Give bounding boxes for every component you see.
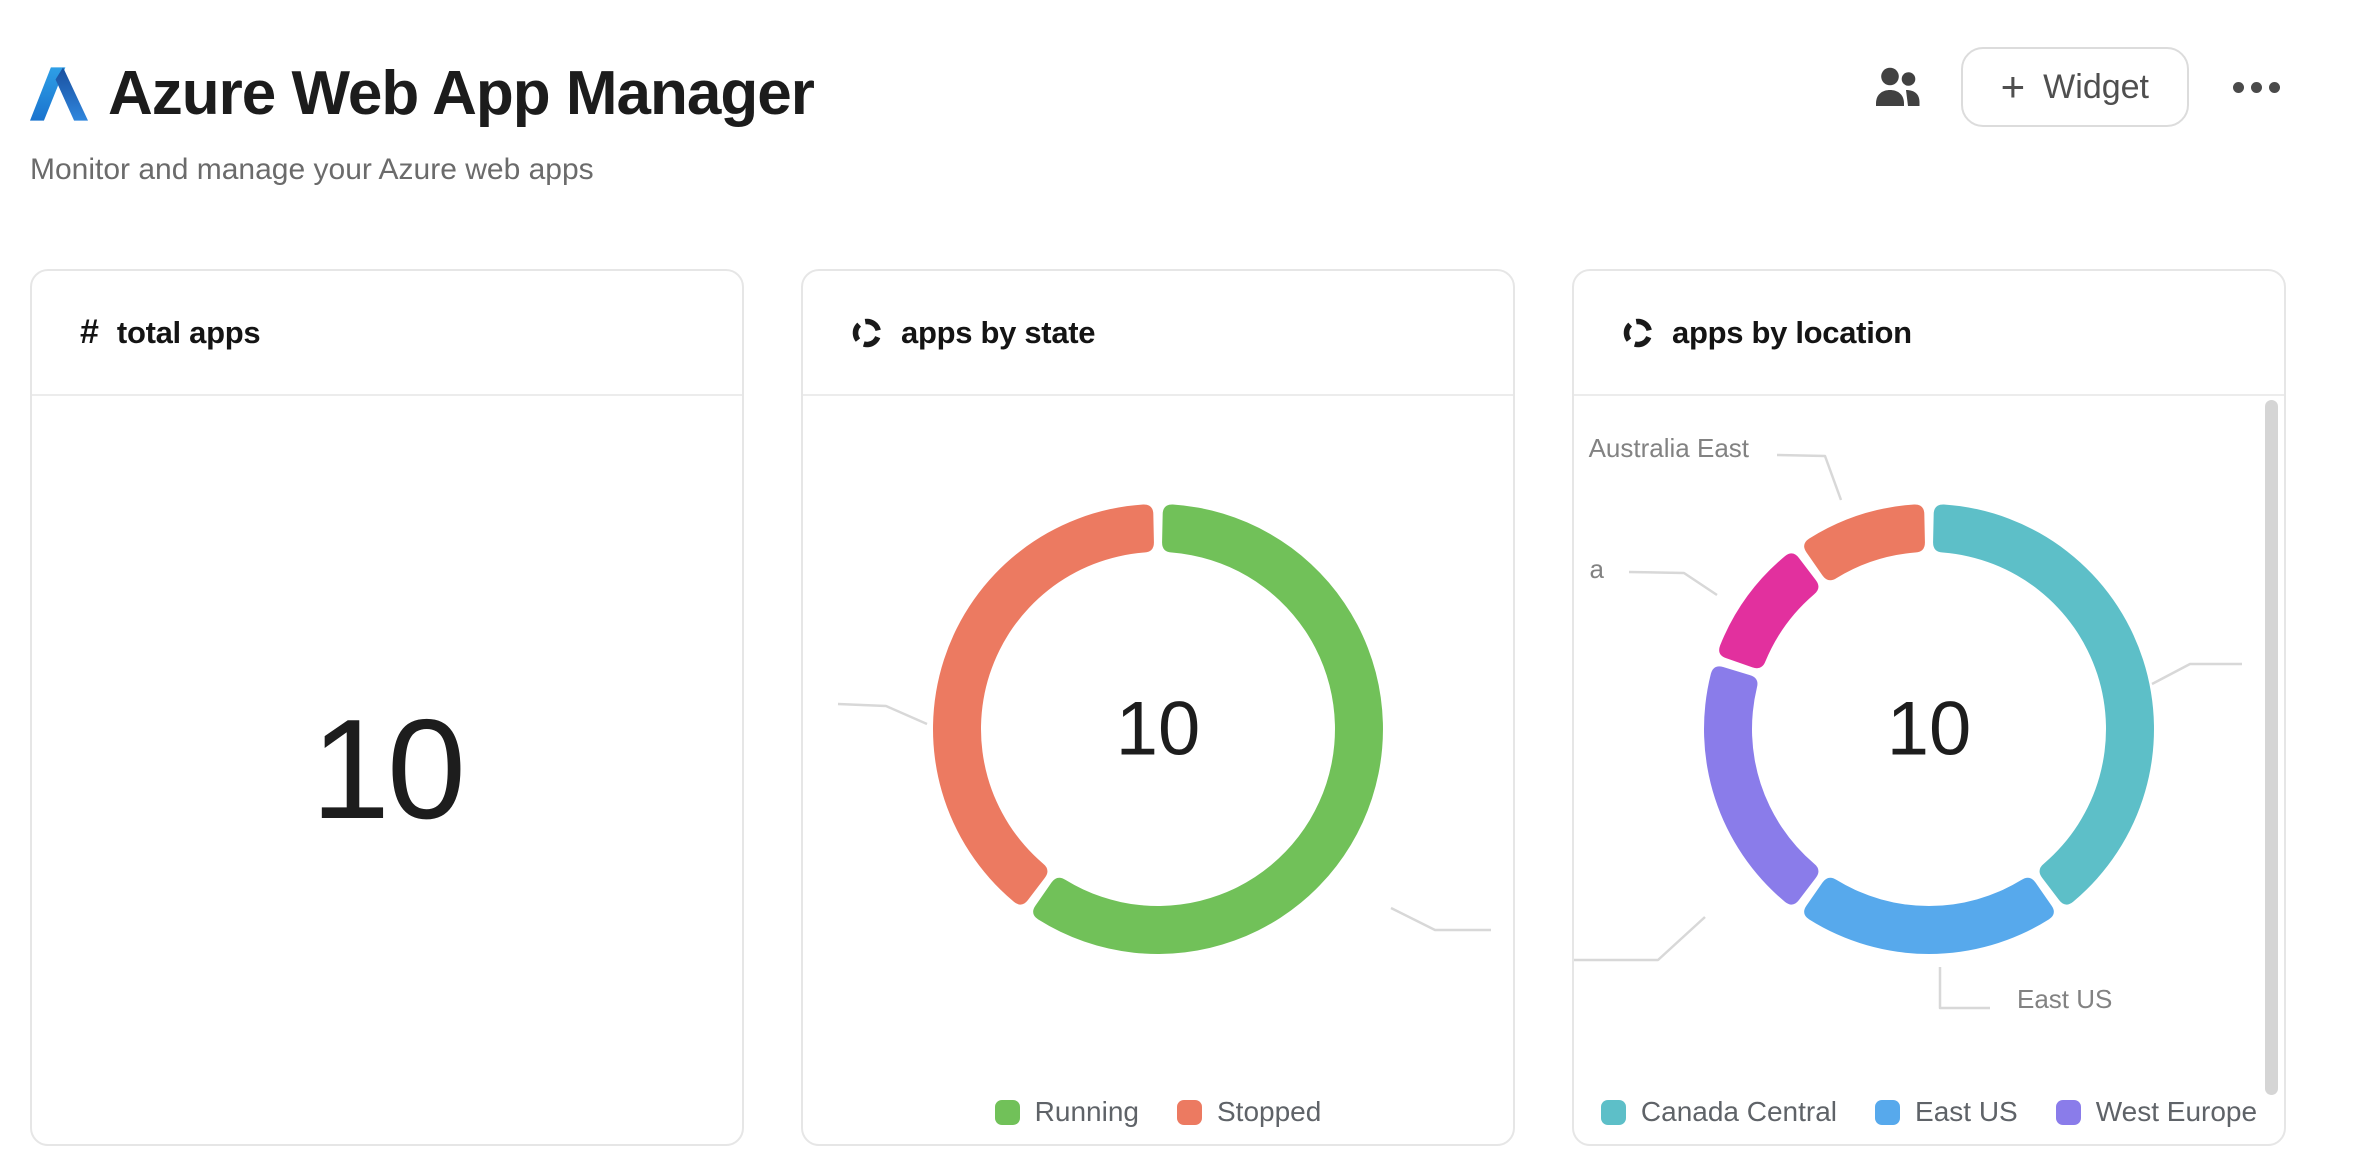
donut-slice-australia-east[interactable]	[1804, 504, 1925, 581]
legend-item-west-europe[interactable]: West Europe	[2055, 1096, 2258, 1128]
chart-legend: Running Stopped	[803, 1096, 1513, 1128]
legend-swatch	[2055, 1099, 2081, 1125]
callout-leader-line	[1776, 453, 1843, 501]
card-body: 10	[32, 396, 742, 1144]
donut-slice-running[interactable]	[1033, 504, 1383, 954]
card-header: apps by location	[1574, 271, 2284, 396]
legend-label: East US	[1915, 1096, 2018, 1127]
legend-swatch	[1176, 1099, 1202, 1125]
legend-swatch	[1600, 1099, 1626, 1125]
card-title: apps by location	[1672, 314, 1912, 350]
card-header: apps by state	[803, 271, 1513, 396]
page-subtitle: Monitor and manage your Azure web apps	[30, 153, 594, 186]
legend-item-stopped[interactable]: Stopped	[1176, 1096, 1322, 1128]
legend-label: Running	[1034, 1096, 1139, 1127]
card-header: # total apps	[32, 271, 742, 396]
card-total-apps: # total apps 10	[30, 269, 744, 1146]
card-title: apps by state	[901, 314, 1096, 350]
callout-leader-line	[1628, 570, 1718, 597]
callout-leader-line	[1574, 916, 1706, 962]
toolbar: + Widget	[1875, 46, 2286, 128]
legend-label: West Europe	[2095, 1096, 2258, 1127]
callout-label: a	[1590, 554, 1605, 584]
card-body: Australia East a East US 10 Canada Central E…	[1574, 396, 2284, 1144]
page-title: Azure Web App Manager	[108, 59, 815, 128]
azure-logo-icon	[30, 66, 88, 121]
callout-label: Australia East	[1589, 433, 1750, 463]
card-title: total apps	[116, 314, 261, 350]
donut-chart-icon	[1623, 318, 1653, 347]
card-body: 10 Running Stopped	[803, 396, 1513, 1144]
donut-slice-canada-central[interactable]	[1933, 504, 2154, 905]
legend-item-east-us[interactable]: East US	[1875, 1096, 2018, 1128]
donut-slice-west-europe[interactable]	[1704, 666, 1819, 905]
people-icon[interactable]	[1875, 66, 1923, 108]
donut-slice-a[interactable]	[1719, 553, 1819, 669]
add-widget-label: Widget	[2043, 67, 2149, 106]
legend-label: Stopped	[1216, 1096, 1322, 1127]
apps-by-state-donut: 10	[837, 504, 1491, 954]
hash-icon: #	[80, 313, 99, 351]
cards-row: # total apps 10 apps by state 10 Running…	[30, 269, 2366, 1146]
callout-leader-line	[1938, 967, 1990, 1010]
callout-leader-line	[837, 702, 928, 726]
donut-center-value: 10	[1116, 687, 1201, 772]
legend-label: Canada Central	[1640, 1096, 1838, 1127]
callout-leader-line	[2151, 662, 2242, 686]
legend-swatch	[994, 1099, 1020, 1125]
plus-icon: +	[2000, 63, 2026, 110]
donut-slice-east-us[interactable]	[1804, 877, 2054, 955]
ellipsis-menu-icon[interactable]	[2227, 76, 2286, 99]
vertical-scrollbar[interactable]	[2265, 400, 2278, 1095]
app-header: Azure Web App Manager	[30, 58, 2366, 129]
card-apps-by-state: apps by state 10 Running Stopped	[801, 269, 1515, 1146]
donut-center-value: 10	[1887, 687, 1972, 772]
callout-leader-line	[1390, 906, 1491, 932]
card-apps-by-location: apps by location Australia East a East US 1…	[1572, 269, 2286, 1146]
apps-by-location-donut: Australia East a East US 10	[1574, 433, 2242, 1014]
chart-legend: Canada Central East US West Europe	[1574, 1096, 2284, 1128]
donut-slice-stopped[interactable]	[933, 504, 1154, 905]
legend-swatch	[1875, 1099, 1901, 1125]
callout-label: East US	[2017, 984, 2112, 1014]
add-widget-button[interactable]: + Widget	[1960, 47, 2189, 127]
total-apps-value: 10	[311, 690, 466, 849]
donut-chart-icon	[852, 318, 882, 347]
legend-item-running[interactable]: Running	[994, 1096, 1139, 1128]
legend-item-canada-central[interactable]: Canada Central	[1600, 1096, 1838, 1128]
